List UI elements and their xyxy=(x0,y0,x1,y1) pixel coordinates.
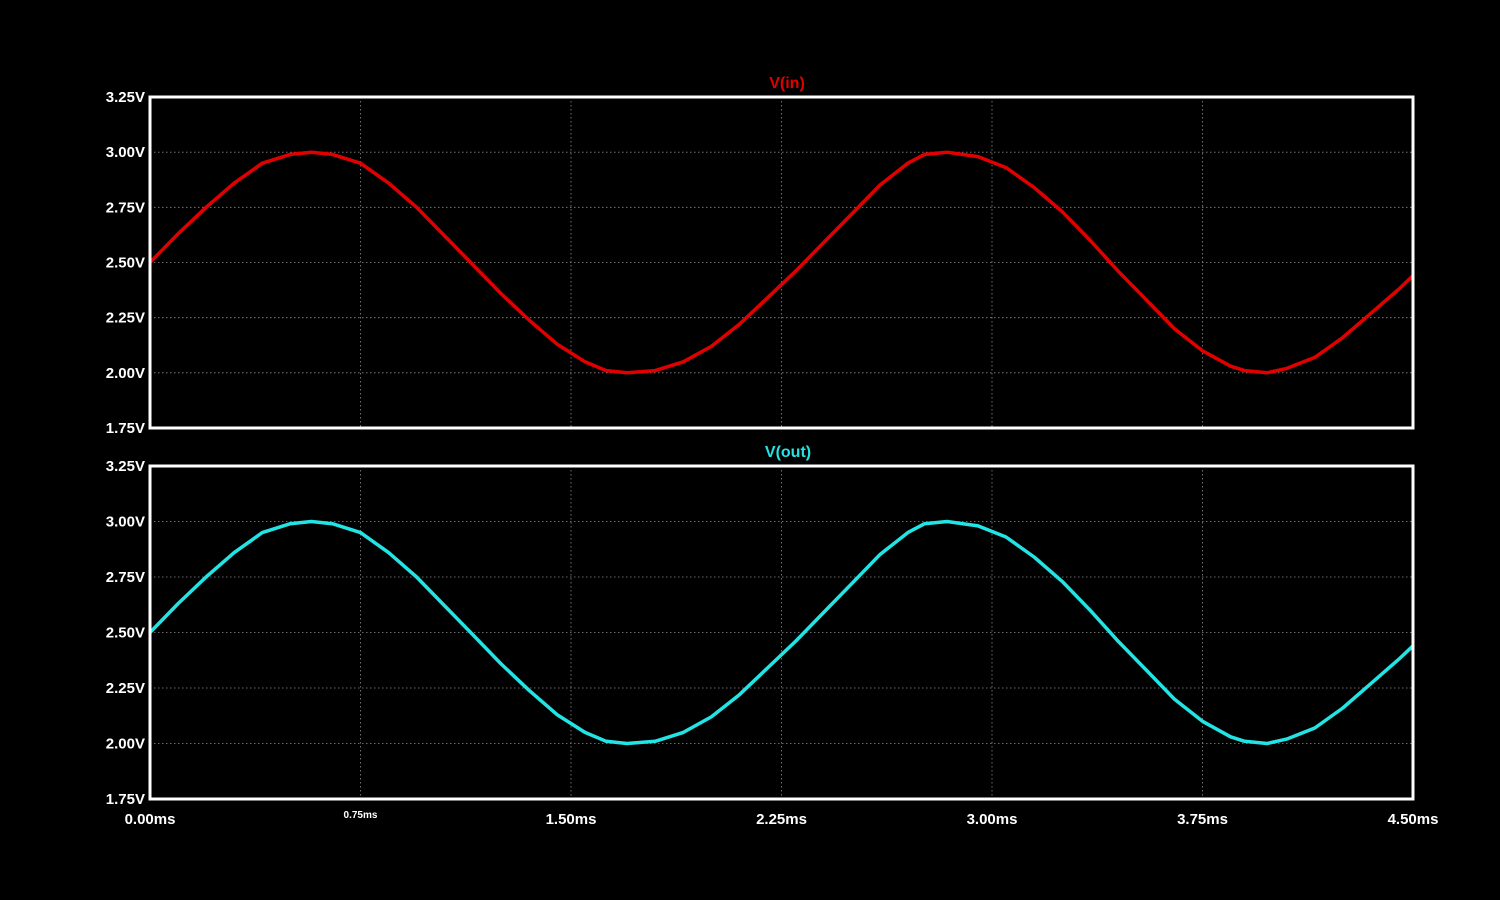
panel-vout-frame xyxy=(148,464,1415,801)
panel-vout-grid xyxy=(150,466,1413,799)
panel-vout-y-tick-label: 3.00V xyxy=(106,514,145,531)
panel-vin-y-tick-label: 2.25V xyxy=(106,310,145,327)
panel-vin-grid xyxy=(150,97,1413,428)
panel-vout: 1.75V 2.00V 2.25V 2.50V 2.75V 3.00V 3.25V V(ou… xyxy=(106,444,1415,808)
panel-vin-trace-layer xyxy=(148,150,1415,375)
x-tick-label: 3.00ms xyxy=(967,811,1018,828)
panel-vin-title: V(in) xyxy=(769,75,805,92)
x-tick-label: 0.75ms xyxy=(344,810,378,821)
panel-vin-frame xyxy=(148,95,1415,430)
panel-vout-y-tick-label: 2.50V xyxy=(106,625,145,642)
panel-vin-y-tick-label: 3.00V xyxy=(106,144,145,161)
x-tick-label: 4.50ms xyxy=(1388,811,1439,828)
panel-vout-y-tick-label: 2.00V xyxy=(106,736,145,753)
panel-vin-y-tick-label: 2.75V xyxy=(106,199,145,216)
panel-vin-y-tick-label: 2.00V xyxy=(106,365,145,382)
x-tick-label: 3.75ms xyxy=(1177,811,1228,828)
x-tick-label: 2.25ms xyxy=(756,811,807,828)
panel-vout-y-tick-label: 3.25V xyxy=(106,458,145,475)
panel-vout-y-axis: 1.75V 2.00V 2.25V 2.50V 2.75V 3.00V 3.25V xyxy=(106,458,145,808)
panel-vout-title: V(out) xyxy=(765,444,811,461)
panel-vout-y-tick-label: 2.25V xyxy=(106,680,145,697)
panel-vout-trace xyxy=(148,519,1415,746)
panel-vout-y-tick-label: 2.75V xyxy=(106,569,145,586)
x-tick-label: 1.50ms xyxy=(546,811,597,828)
x-tick-label: 0.00ms xyxy=(125,811,176,828)
panel-vin: 1.75V 2.00V 2.25V 2.50V 2.75V 3.00V 3.25V V(in… xyxy=(106,75,1415,437)
panel-vout-trace-layer xyxy=(148,519,1415,746)
x-axis: 0.00ms 0.75ms 1.50ms 2.25ms 3.00ms 3.75ms 4.50… xyxy=(125,810,1439,828)
panel-vin-y-tick-label: 2.50V xyxy=(106,255,145,272)
panel-vout-y-tick-label: 1.75V xyxy=(106,791,145,808)
panel-vin-trace xyxy=(148,150,1415,375)
panel-vin-y-tick-label: 1.75V xyxy=(106,420,145,437)
panel-vin-y-tick-label: 3.25V xyxy=(106,89,145,106)
panel-vin-y-axis: 1.75V 2.00V 2.25V 2.50V 2.75V 3.00V 3.25V xyxy=(106,89,145,437)
